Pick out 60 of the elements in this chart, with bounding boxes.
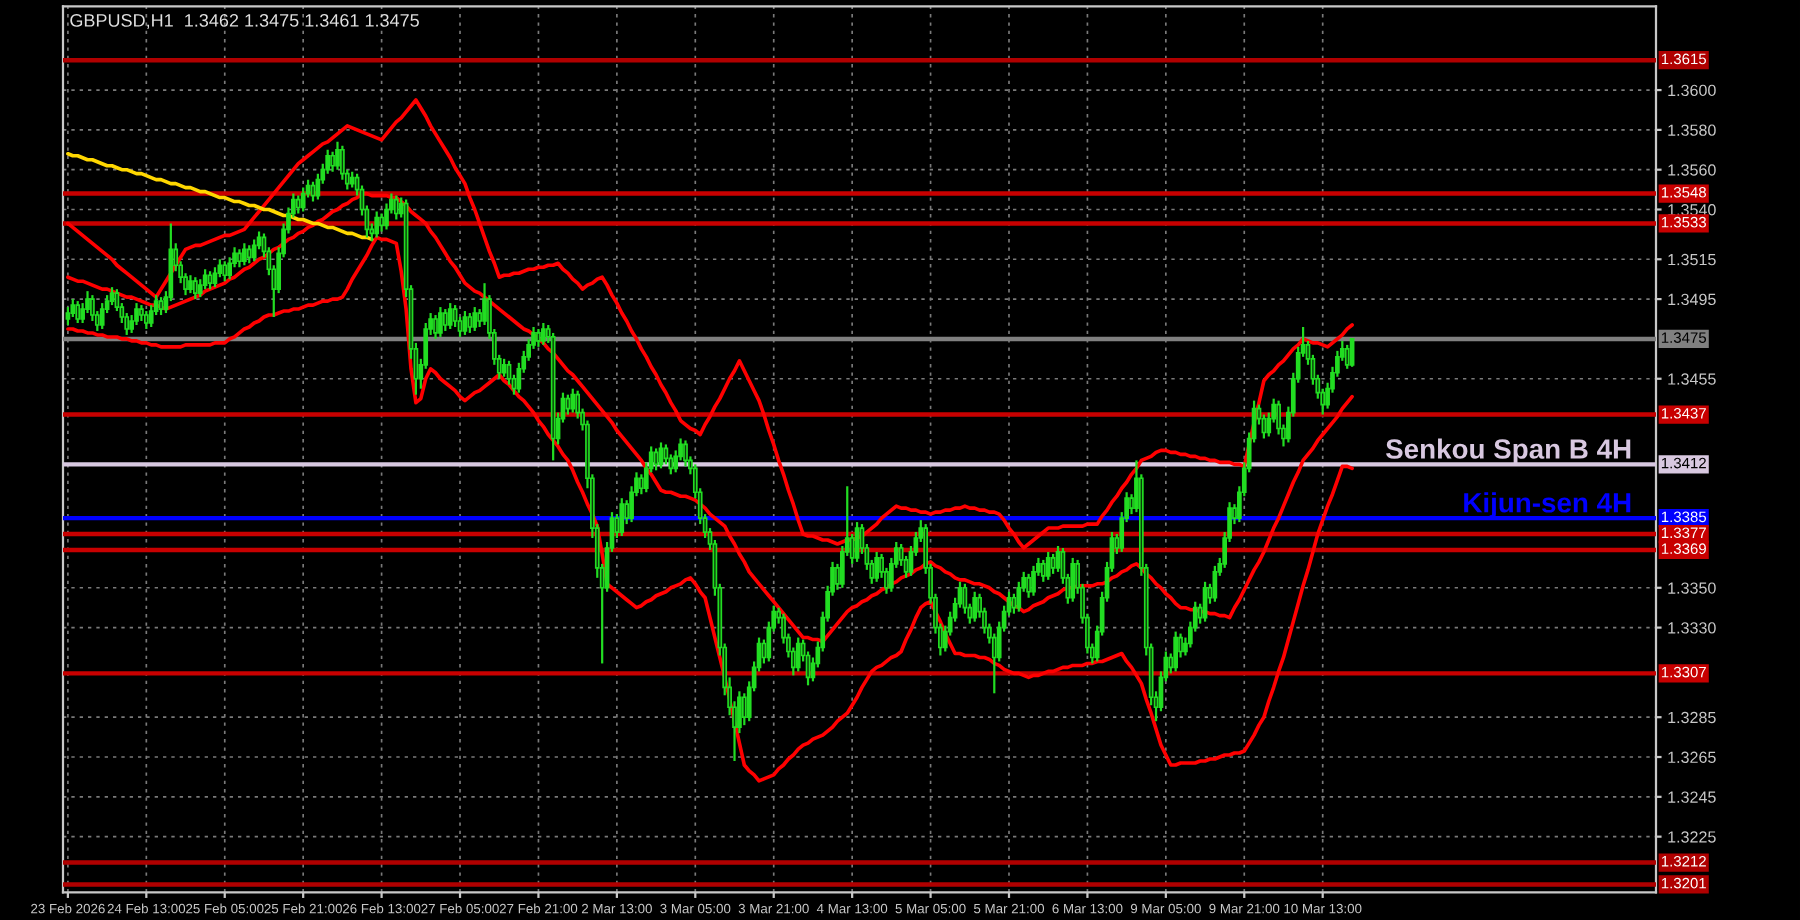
candlestick <box>124 311 130 337</box>
candlestick <box>467 311 473 335</box>
candlestick <box>242 242 247 267</box>
y-tick-label: 1.3495 <box>1668 293 1716 306</box>
line-series <box>66 151 374 242</box>
candlestick <box>1031 564 1036 597</box>
candlestick <box>222 260 228 283</box>
candlestick <box>1050 552 1056 575</box>
y-tick-label: 1.3515 <box>1668 253 1716 266</box>
y-tick-label: 1.3265 <box>1668 751 1716 764</box>
y-tick-label: 1.3455 <box>1668 373 1716 385</box>
candlestick <box>438 305 443 339</box>
candlestick <box>85 290 90 315</box>
y-tick-label: 1.3285 <box>1668 711 1716 724</box>
y-tick-label: 1.3580 <box>1668 124 1716 136</box>
candlestick <box>874 550 880 583</box>
candlestick <box>374 210 380 239</box>
candlestick <box>251 238 257 263</box>
candlestick <box>447 301 453 331</box>
y-tick-label: 1.3350 <box>1668 582 1716 594</box>
annotation: Senkou Span B 4H <box>1385 438 1631 465</box>
candlestick <box>972 590 978 623</box>
y-tick-label: 1.3225 <box>1668 831 1716 843</box>
line-series <box>66 235 1354 783</box>
candlestick <box>570 387 576 414</box>
candlestick <box>192 276 198 301</box>
candlestick <box>442 307 448 333</box>
candlestick <box>134 301 139 327</box>
y-tick-label: 1.3245 <box>1668 791 1716 803</box>
y-tick-label: 1.3560 <box>1668 164 1716 176</box>
candlestick <box>1040 558 1046 583</box>
candlestick <box>99 301 105 331</box>
y-tick-label: 1.3600 <box>1668 84 1716 97</box>
candlestick <box>1026 572 1031 599</box>
candlestick <box>300 186 306 213</box>
candlestick <box>540 321 546 347</box>
candlestick <box>212 266 218 289</box>
y-tick-label: 1.3330 <box>1668 622 1716 634</box>
candlestick <box>462 309 468 337</box>
candlestick <box>1344 343 1350 370</box>
y-tick-label: 1.3540 <box>1668 204 1716 216</box>
candlestick <box>75 299 81 325</box>
candlestick <box>472 305 478 333</box>
candlestick <box>1173 630 1179 673</box>
candlestick <box>202 268 208 291</box>
candlestick <box>795 636 801 673</box>
candlestick <box>619 497 625 538</box>
candlestick <box>433 313 438 341</box>
annotation: Kijun-sen 4H <box>1464 492 1631 519</box>
candlestick <box>148 303 154 329</box>
candlestick <box>1016 580 1022 613</box>
candlestick <box>393 194 399 221</box>
candlestick <box>1070 556 1076 603</box>
candlestick <box>1045 550 1051 581</box>
candlestick <box>330 150 335 173</box>
candlestick <box>683 439 688 468</box>
candlestick <box>90 294 95 323</box>
candlestick <box>452 303 458 329</box>
candlestick <box>384 202 389 231</box>
chart-title: GBPUSD,H1 1.3462 1.3475 1.3461 1.3475 <box>70 14 419 29</box>
